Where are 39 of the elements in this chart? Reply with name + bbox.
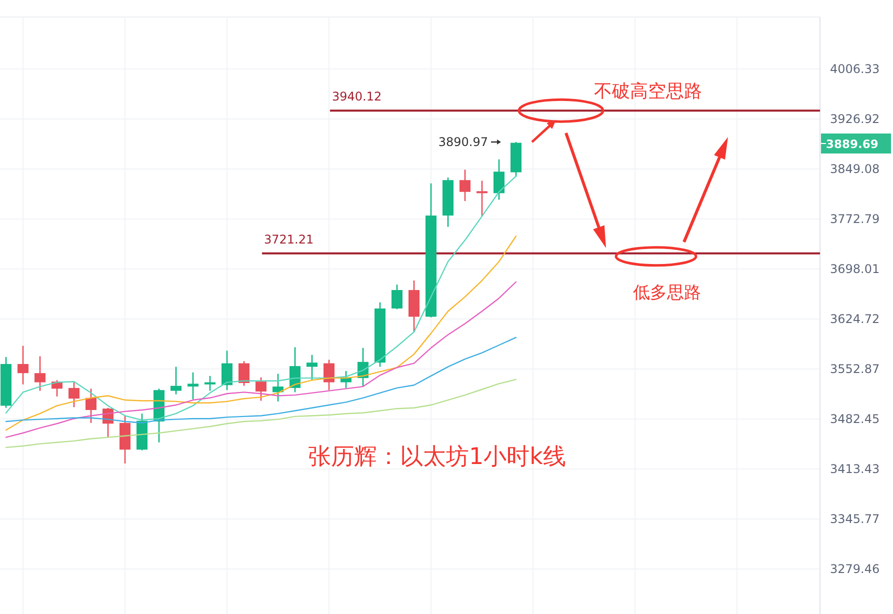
candlestick xyxy=(256,376,266,402)
candlestick xyxy=(392,284,402,310)
candlestick xyxy=(170,366,182,395)
ref-line-label: 3721.21 xyxy=(264,232,314,246)
y-tick-label: 3698.01 xyxy=(830,262,880,276)
y-tick-label: 3624.72 xyxy=(830,312,880,326)
candlestick xyxy=(68,382,80,408)
candlestick xyxy=(460,169,470,202)
candlestick xyxy=(238,360,250,386)
candlestick xyxy=(306,354,318,381)
y-tick-label: 4006.33 xyxy=(830,62,880,76)
y-tick-label: 3345.77 xyxy=(830,512,880,526)
candlestick xyxy=(324,359,334,391)
y-tick-label: 3772.79 xyxy=(830,212,880,226)
text: 不破高空思路 xyxy=(594,81,702,102)
candlestick xyxy=(272,373,284,402)
candlestick xyxy=(476,180,488,217)
candlestick xyxy=(34,356,46,392)
y-tick-label: 3849.08 xyxy=(830,162,880,176)
line-series xyxy=(5,281,517,438)
y-tick-label: 3482.45 xyxy=(830,412,880,426)
candlestick xyxy=(204,375,216,392)
y-tick-label: 3279.46 xyxy=(830,562,880,576)
y-tick-label: 3413.43 xyxy=(830,462,880,476)
text: 低多思路 xyxy=(633,283,701,303)
candlestick xyxy=(18,345,28,386)
y-tick-label: 3926.92 xyxy=(830,112,880,126)
y-tick-label: 3552.87 xyxy=(830,362,880,376)
candlestick xyxy=(86,388,96,424)
candlestick xyxy=(494,158,504,200)
line-series xyxy=(5,236,517,431)
annotation: 3890.97 xyxy=(438,135,488,149)
annotation: 张历辉：以太坊1小时k线 xyxy=(308,444,566,470)
ref-line-label: 3940.12 xyxy=(332,90,382,104)
candlestick xyxy=(290,346,300,393)
line-series xyxy=(5,336,517,424)
text: 3889.69 xyxy=(826,137,878,151)
candlestick xyxy=(222,350,232,391)
candlestick xyxy=(188,372,198,400)
